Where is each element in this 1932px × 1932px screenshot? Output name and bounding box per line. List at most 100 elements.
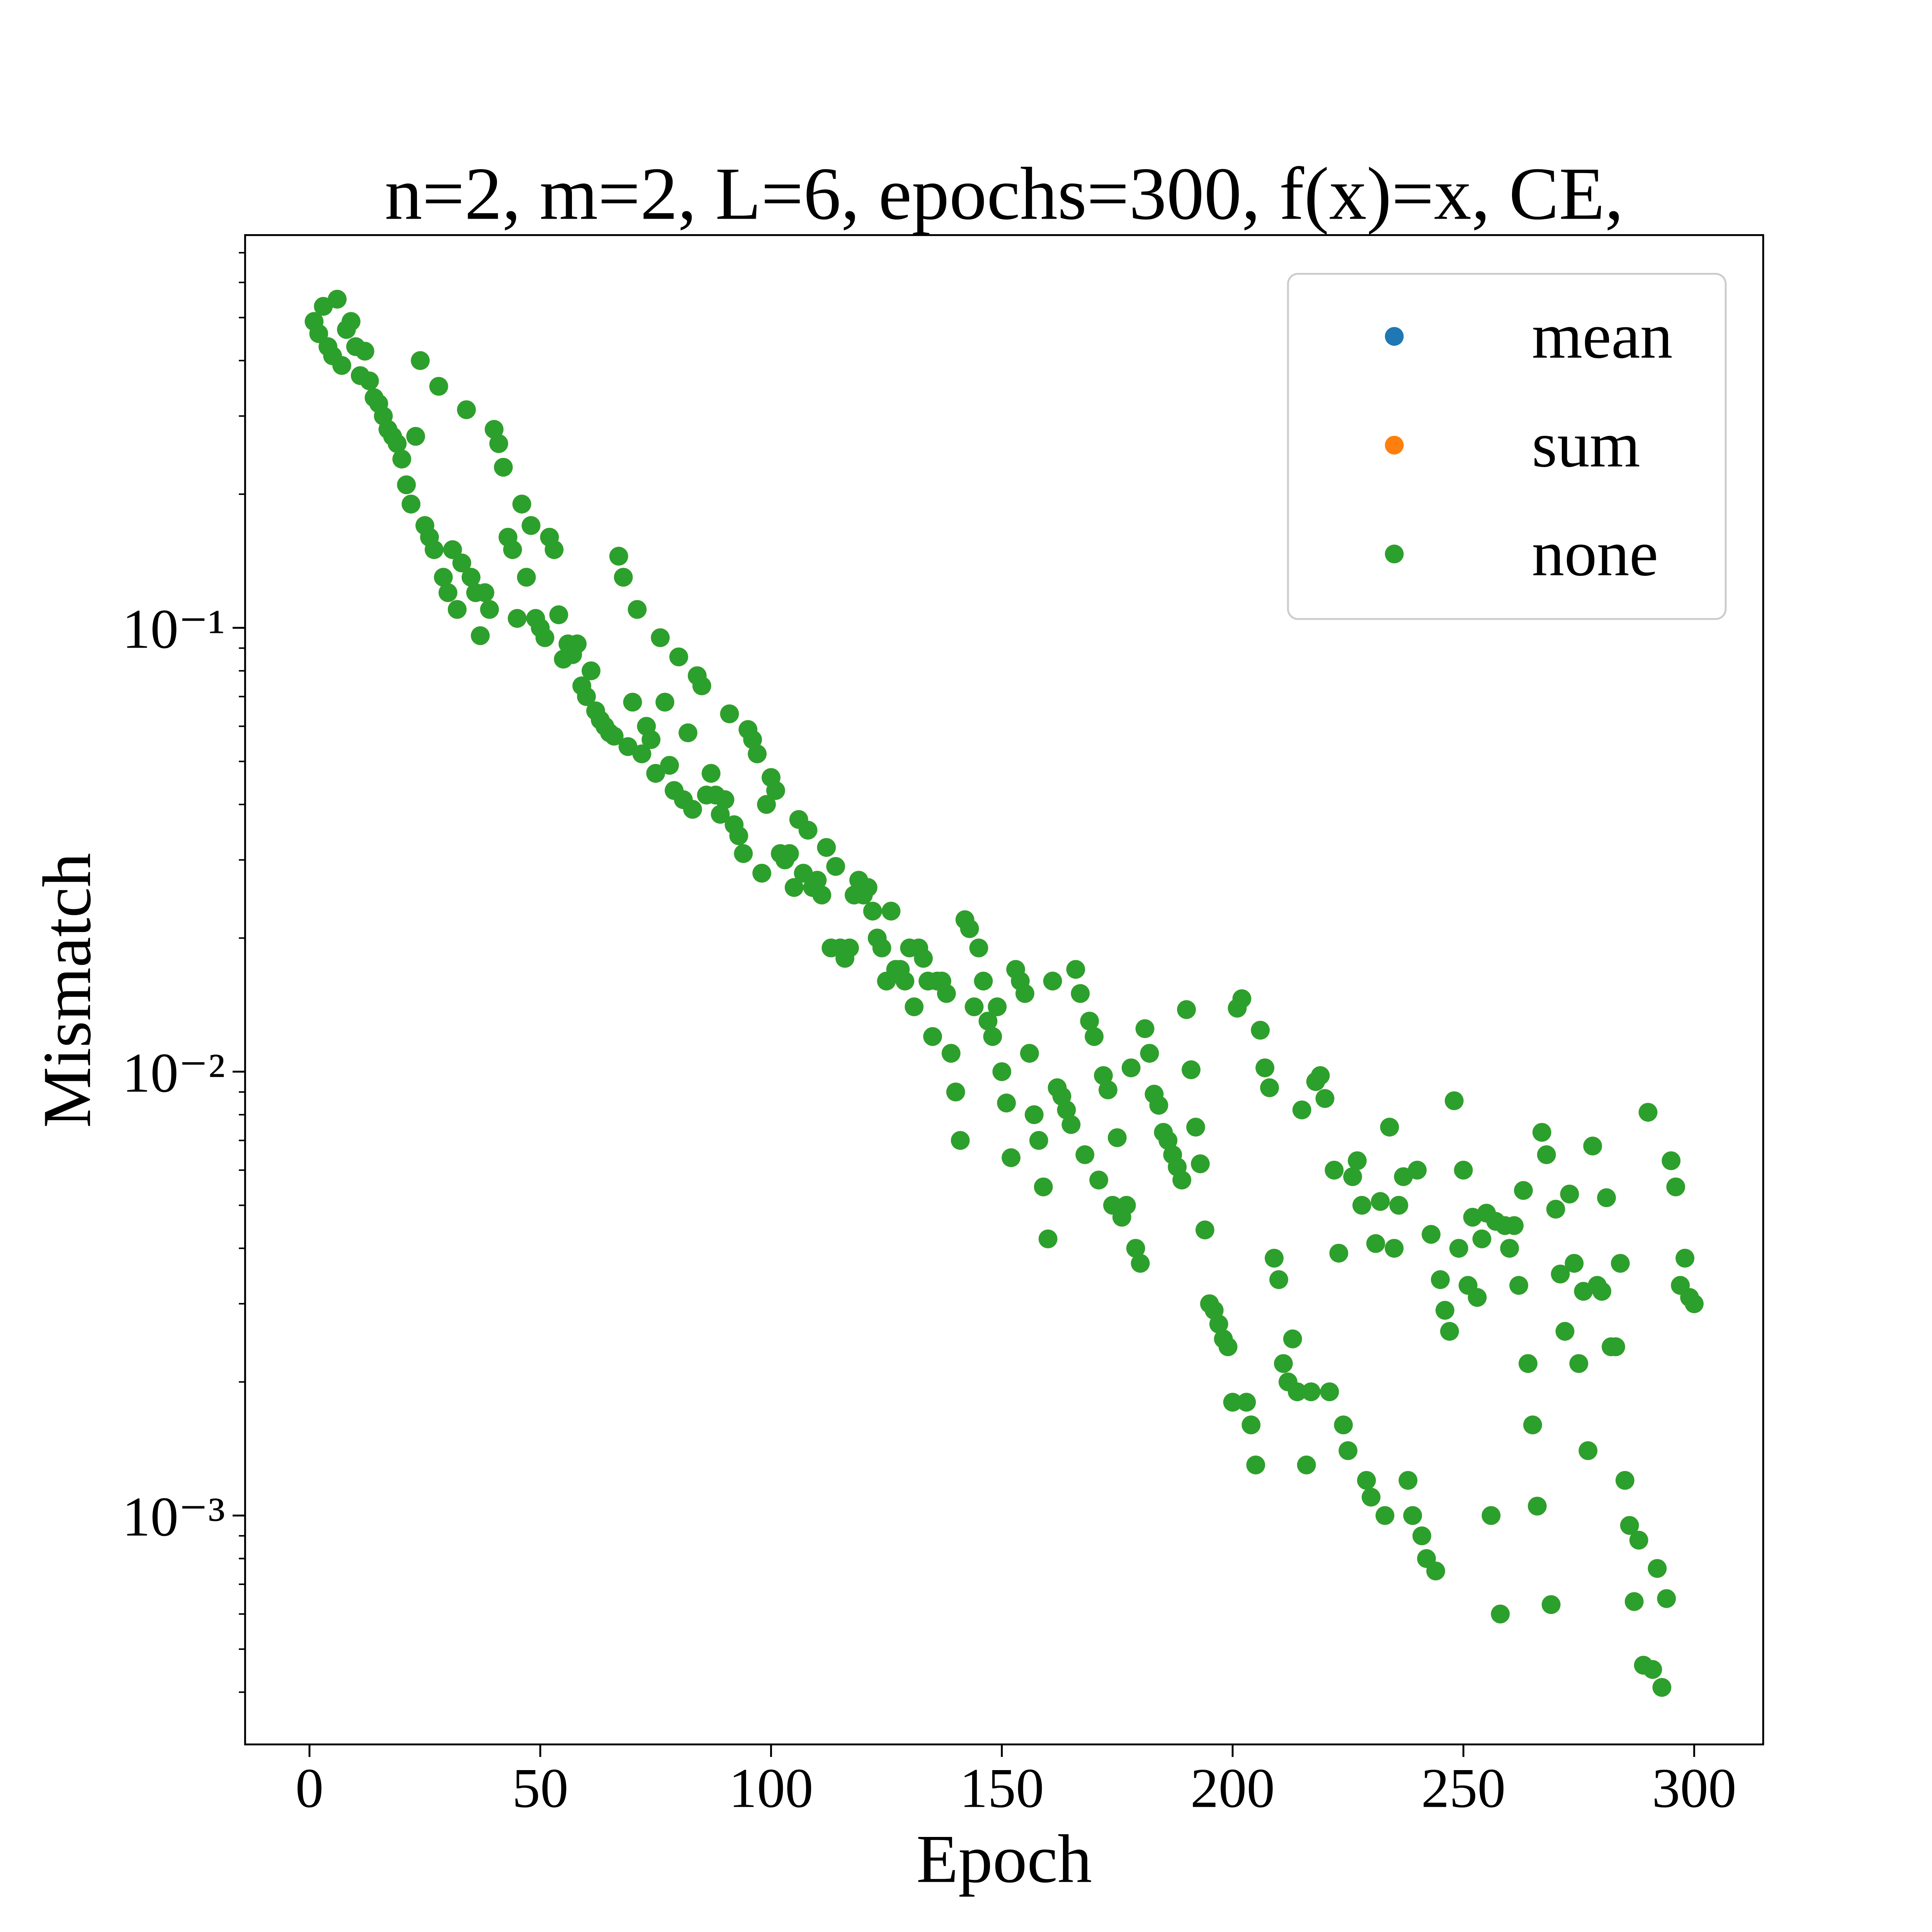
point: [923, 1027, 942, 1046]
legend-marker: [1385, 327, 1404, 346]
legend-marker: [1385, 544, 1404, 563]
point: [1657, 1589, 1676, 1608]
point: [1371, 1192, 1390, 1211]
point: [1029, 1131, 1048, 1150]
point: [1472, 1229, 1492, 1248]
point: [1025, 1105, 1044, 1124]
point: [1334, 1415, 1353, 1434]
point: [1565, 1254, 1584, 1273]
x-tick-label: 100: [729, 1757, 813, 1819]
point: [914, 949, 933, 968]
point: [1034, 1177, 1053, 1196]
point: [646, 764, 665, 783]
point: [489, 434, 508, 453]
point: [1020, 1044, 1039, 1063]
point: [471, 626, 490, 645]
point: [475, 583, 495, 602]
point: [1209, 1315, 1228, 1333]
point: [623, 692, 642, 712]
point: [503, 540, 522, 559]
point: [1320, 1382, 1339, 1401]
legend-label: none: [1532, 518, 1658, 590]
point: [1135, 1019, 1155, 1038]
point: [808, 871, 827, 890]
point: [748, 744, 767, 764]
point: [641, 730, 661, 749]
point: [332, 356, 351, 375]
point: [1468, 1288, 1487, 1307]
point: [951, 1131, 970, 1150]
point: [342, 312, 361, 331]
point: [508, 609, 527, 628]
point: [1255, 1058, 1274, 1077]
chart-title: n=2, m=2, L=6, epochs=300, f(x)=x, CE,: [385, 152, 1624, 235]
point: [1094, 1066, 1113, 1085]
point: [605, 726, 624, 746]
point: [388, 434, 407, 453]
point: [577, 687, 596, 706]
point: [480, 600, 499, 619]
point: [1362, 1488, 1381, 1507]
point: [1592, 1282, 1611, 1301]
point: [1606, 1337, 1625, 1356]
point: [1532, 1123, 1551, 1142]
point: [711, 805, 730, 824]
point: [784, 878, 804, 897]
point: [812, 886, 832, 905]
point: [549, 605, 568, 624]
point: [798, 821, 818, 840]
point: [1380, 1117, 1399, 1137]
point: [1366, 1234, 1385, 1253]
point: [1440, 1322, 1459, 1341]
point: [1057, 1100, 1076, 1119]
point: [1043, 971, 1062, 991]
y-axis-label: Mismatch: [29, 853, 105, 1128]
point: [1246, 1456, 1265, 1475]
point: [946, 1082, 965, 1102]
point: [1182, 1060, 1201, 1079]
point: [1172, 1170, 1191, 1190]
point: [817, 838, 836, 857]
legend-box: [1287, 273, 1727, 620]
point: [512, 495, 531, 514]
point: [660, 756, 679, 775]
point: [1121, 1058, 1141, 1077]
point: [1408, 1161, 1427, 1180]
point: [1445, 1091, 1464, 1110]
point: [1422, 1225, 1440, 1244]
point: [1283, 1329, 1302, 1349]
legend: mean sum none: [1287, 273, 1727, 620]
point: [1528, 1497, 1547, 1516]
point: [1343, 1167, 1362, 1186]
point: [1685, 1294, 1704, 1313]
point: [1384, 1239, 1404, 1258]
point: [1560, 1184, 1579, 1204]
point: [1375, 1506, 1395, 1525]
point: [1223, 1393, 1242, 1412]
legend-label: sum: [1532, 409, 1640, 481]
point: [1237, 1393, 1256, 1412]
x-tick-label: 200: [1190, 1757, 1275, 1819]
point: [983, 1027, 1002, 1046]
point: [360, 371, 379, 391]
point: [1260, 1078, 1279, 1097]
plot-area: [304, 290, 1704, 1697]
legend-label: mean: [1532, 300, 1672, 372]
axes-frame: [244, 234, 1764, 1745]
point: [1038, 1229, 1058, 1248]
y-tick-label: 10⁻³: [122, 1485, 225, 1548]
point: [1597, 1188, 1616, 1207]
x-tick-label: 250: [1421, 1757, 1505, 1819]
point: [1666, 1177, 1685, 1196]
point: [309, 324, 328, 343]
point: [826, 857, 845, 876]
point: [942, 1044, 961, 1063]
point: [794, 864, 813, 883]
point: [1232, 989, 1252, 1008]
point: [1509, 1276, 1528, 1295]
point: [1061, 1115, 1081, 1134]
point: [425, 540, 444, 559]
point: [1158, 1131, 1178, 1150]
point: [988, 997, 1007, 1016]
